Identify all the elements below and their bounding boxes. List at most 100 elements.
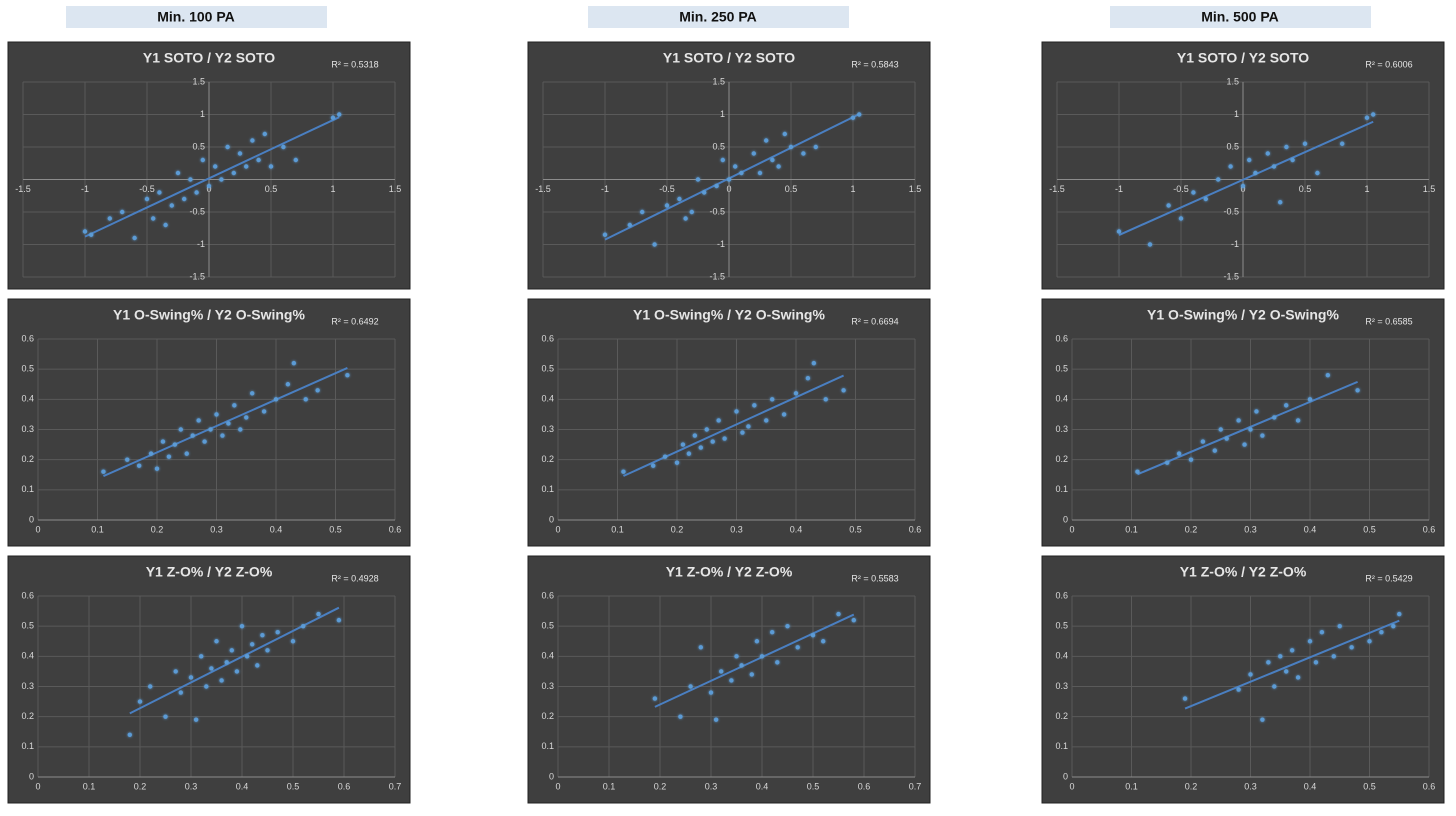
point — [184, 451, 189, 456]
point — [303, 397, 308, 402]
point — [677, 196, 682, 202]
point — [627, 222, 632, 228]
point — [315, 388, 320, 393]
point — [290, 639, 296, 644]
x-tick-label: 0.4 — [1304, 524, 1317, 534]
point — [120, 209, 125, 215]
point — [729, 678, 734, 683]
point — [785, 623, 790, 629]
point — [208, 427, 213, 432]
x-tick-label: 0.1 — [83, 781, 96, 791]
x-tick-label: 0.5 — [265, 184, 278, 194]
chart: Y1 Z-O% / Y2 Z-O% R² = 0.4928 0 0.1 0.2 0.3 0.… — [7, 555, 411, 804]
point — [1116, 229, 1122, 234]
point — [1397, 611, 1402, 617]
x-tick-label: 0.3 — [1244, 524, 1257, 534]
r-squared: R² = 0.5843 — [851, 59, 898, 69]
point — [219, 678, 224, 683]
point — [255, 663, 260, 668]
y-tick-label: 0 — [29, 514, 34, 524]
y-tick-label: 0.6 — [21, 590, 34, 600]
y-tick-label: 0.5 — [712, 141, 725, 151]
point — [1147, 242, 1153, 247]
x-tick-label: 0.5 — [329, 524, 342, 534]
point — [169, 203, 174, 208]
header-box — [66, 6, 327, 28]
point — [250, 138, 255, 143]
point — [782, 131, 787, 137]
y-tick-label: 0 — [549, 514, 554, 524]
x-tick-label: 0.6 — [389, 524, 402, 534]
y-tick-label: 0 — [29, 771, 34, 781]
point — [704, 427, 709, 432]
y-tick-label: 0.3 — [1055, 681, 1068, 691]
point — [793, 391, 799, 396]
point — [1349, 645, 1354, 650]
y-tick-label: 0.6 — [1055, 590, 1068, 600]
x-tick-label: 0.6 — [858, 781, 871, 791]
point — [664, 203, 670, 208]
point — [1272, 415, 1277, 420]
r-squared: R² = 0.5583 — [851, 573, 898, 583]
y-tick-label: 0.2 — [541, 711, 554, 721]
y-tick-label: 0.6 — [1055, 333, 1068, 343]
point — [194, 190, 199, 195]
x-tick-label: 1.5 — [1423, 184, 1436, 194]
point — [151, 216, 156, 221]
point — [160, 439, 166, 444]
x-tick-label: 0.4 — [790, 524, 803, 534]
x-tick-label: 0 — [35, 781, 40, 791]
point — [713, 717, 719, 722]
trendline — [103, 367, 348, 478]
point — [689, 209, 694, 215]
y-tick-label: 1.5 — [1226, 76, 1239, 86]
trendline — [1118, 120, 1374, 236]
x-tick-label: 0.4 — [756, 781, 769, 791]
y-tick-label: 0.2 — [21, 454, 34, 464]
x-tick-label: 0.4 — [236, 781, 249, 791]
point — [173, 669, 178, 674]
point — [232, 403, 237, 408]
point — [209, 666, 214, 671]
point — [850, 115, 856, 120]
x-tick-label: 0.7 — [389, 781, 402, 791]
point — [345, 373, 350, 378]
point — [1248, 672, 1253, 677]
point — [678, 714, 683, 719]
point — [293, 157, 298, 163]
point — [652, 242, 657, 247]
y-tick-label: 0.6 — [541, 590, 554, 600]
point — [244, 654, 250, 659]
point — [770, 157, 775, 163]
point — [275, 630, 280, 635]
point — [238, 427, 243, 432]
point — [337, 112, 342, 117]
x-tick-label: 0.5 — [1363, 781, 1376, 791]
point — [1216, 177, 1221, 182]
y-tick-label: 0 — [1063, 514, 1068, 524]
point — [776, 164, 781, 169]
point — [795, 645, 800, 650]
header-box — [1110, 6, 1371, 28]
trendline — [623, 374, 845, 477]
point — [714, 183, 719, 189]
point — [734, 654, 739, 659]
r-squared: R² = 0.4928 — [331, 573, 378, 583]
header-box — [588, 6, 849, 28]
point — [757, 170, 763, 176]
point — [1188, 457, 1194, 462]
y-tick-label: 1.5 — [712, 76, 725, 86]
point — [1236, 687, 1241, 692]
y-tick-label: 0.1 — [1055, 484, 1068, 494]
point — [175, 170, 181, 176]
y-tick-label: 0.5 — [21, 364, 34, 374]
point — [285, 382, 291, 387]
point — [1178, 216, 1184, 221]
point — [234, 669, 240, 674]
trendline — [1137, 380, 1358, 476]
y-tick-label: -0.5 — [709, 206, 725, 216]
y-tick-label: -0.5 — [1223, 206, 1239, 216]
point — [239, 623, 245, 629]
point — [157, 190, 162, 195]
